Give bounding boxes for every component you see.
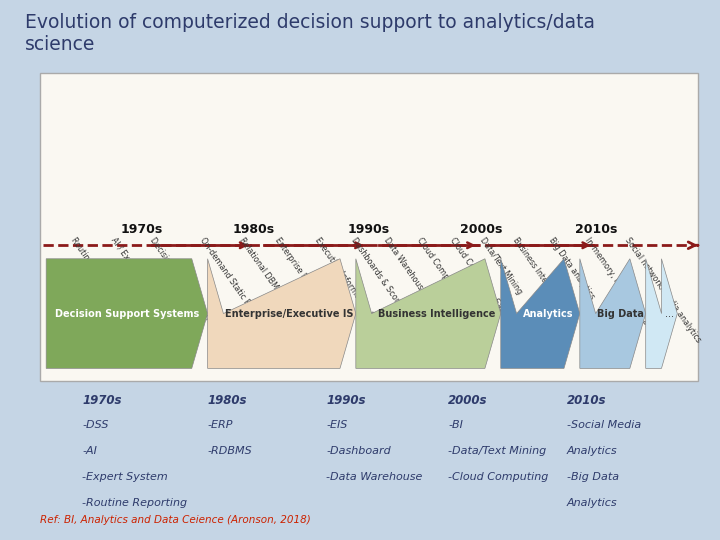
Text: Cloud Computing Systems: Cloud Computing Systems — [415, 236, 484, 328]
Text: Ref: BI, Analytics and Data Ceience (Aronson, 2018): Ref: BI, Analytics and Data Ceience (Aro… — [40, 515, 310, 525]
Text: Decision Support Systems: Decision Support Systems — [55, 308, 199, 319]
Text: 1990s: 1990s — [348, 222, 390, 235]
Text: 1970s: 1970s — [82, 394, 122, 407]
Text: -Cloud Computing: -Cloud Computing — [448, 472, 549, 482]
Text: 2010s: 2010s — [567, 394, 606, 407]
Text: -ERP: -ERP — [207, 420, 233, 430]
Text: Business Intelligence: Business Intelligence — [377, 308, 495, 319]
Text: 2010s: 2010s — [575, 222, 618, 235]
Text: Enterprise/Executive IS: Enterprise/Executive IS — [225, 308, 354, 319]
Text: Data/Text Mining: Data/Text Mining — [477, 236, 523, 296]
Text: On-demand Static Reporting: On-demand Static Reporting — [198, 236, 271, 335]
Text: 1990s: 1990s — [326, 394, 366, 407]
Text: -BI: -BI — [448, 420, 463, 430]
FancyBboxPatch shape — [40, 73, 698, 381]
Text: Evolution of computerized decision support to analytics/data
science: Evolution of computerized decision suppo… — [25, 14, 595, 55]
Text: -Big Data: -Big Data — [567, 472, 618, 482]
Text: 1980s: 1980s — [207, 394, 247, 407]
Text: Analytics: Analytics — [567, 498, 617, 508]
Text: 1970s: 1970s — [120, 222, 163, 235]
Text: Routine Reporting: Routine Reporting — [69, 236, 118, 300]
Text: -Dashboard: -Dashboard — [326, 446, 391, 456]
Text: -Social Media: -Social Media — [567, 420, 641, 430]
Text: Relational DBMS: Relational DBMS — [238, 236, 282, 295]
Text: Cloud Computing, SaaS: Cloud Computing, SaaS — [448, 236, 510, 319]
Polygon shape — [580, 259, 646, 368]
Polygon shape — [646, 259, 678, 368]
Text: -RDBMS: -RDBMS — [207, 446, 252, 456]
Text: Business Intelligence: Business Intelligence — [510, 236, 567, 310]
Text: Executive Information Systems: Executive Information Systems — [313, 236, 392, 343]
Text: Data Warehousing: Data Warehousing — [382, 236, 432, 301]
Text: -Routine Reporting: -Routine Reporting — [82, 498, 187, 508]
Text: Analytics: Analytics — [567, 446, 617, 456]
Text: AI / Expert Systems: AI / Expert Systems — [109, 236, 161, 305]
Text: -Expert System: -Expert System — [82, 472, 168, 482]
Text: Enterprise Resource Planning: Enterprise Resource Planning — [274, 236, 348, 338]
Text: ...: ... — [665, 308, 674, 319]
Text: Big Data analytics: Big Data analytics — [547, 236, 596, 301]
Text: Analytics: Analytics — [523, 308, 573, 319]
Text: 2000s: 2000s — [460, 222, 502, 235]
Polygon shape — [356, 259, 501, 368]
Text: -DSS: -DSS — [82, 420, 109, 430]
Polygon shape — [207, 259, 356, 368]
Text: -Data Warehouse: -Data Warehouse — [326, 472, 423, 482]
Text: 2000s: 2000s — [448, 394, 487, 407]
Polygon shape — [46, 259, 207, 368]
Text: -EIS: -EIS — [326, 420, 348, 430]
Text: -AI: -AI — [82, 446, 97, 456]
Text: Social network/media analytics: Social network/media analytics — [623, 236, 702, 344]
Text: -Data/Text Mining: -Data/Text Mining — [448, 446, 546, 456]
Text: In-memory, in-database analytics: In-memory, in-database analytics — [583, 236, 668, 352]
Text: Big Data: Big Data — [597, 308, 644, 319]
Text: Decision Support Systems: Decision Support Systems — [148, 236, 216, 327]
Text: 1980s: 1980s — [233, 222, 275, 235]
Polygon shape — [501, 259, 580, 368]
Text: Dashboards & Scorecards: Dashboards & Scorecards — [349, 236, 416, 326]
